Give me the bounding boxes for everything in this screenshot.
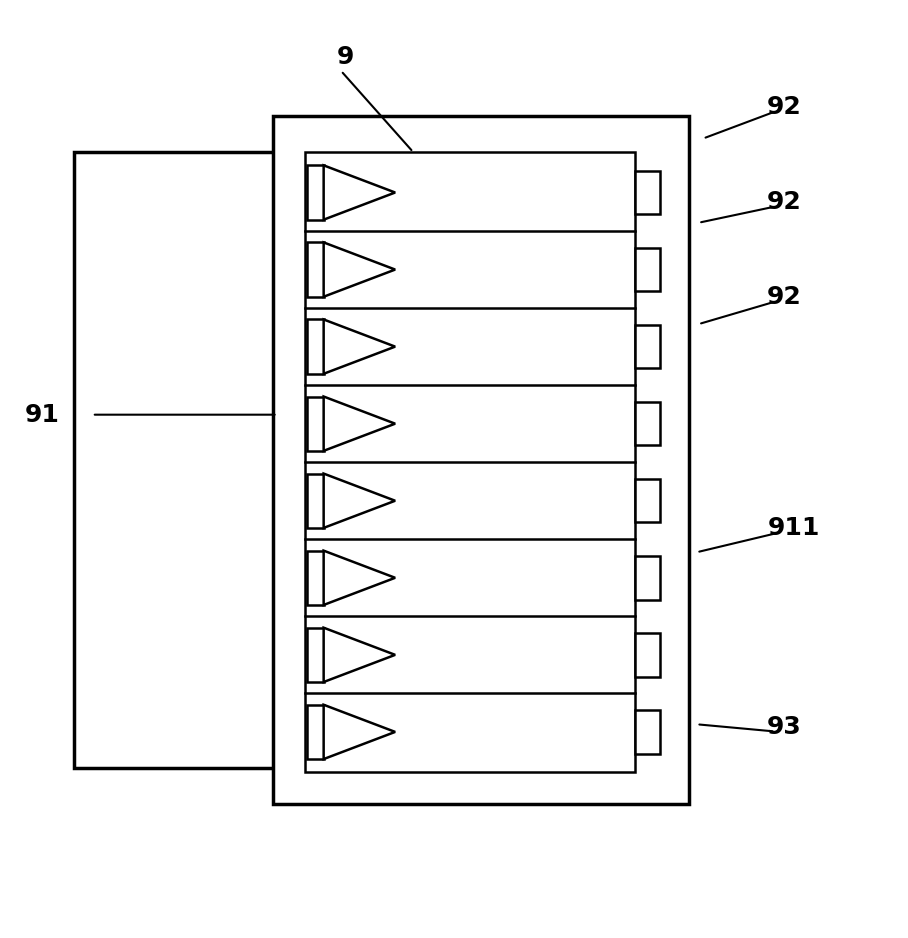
Bar	[307, 628, 323, 682]
Polygon shape	[323, 474, 395, 528]
Bar	[635, 248, 660, 292]
Polygon shape	[323, 320, 395, 373]
Polygon shape	[323, 704, 395, 759]
Bar	[635, 325, 660, 369]
Bar	[307, 242, 323, 296]
Bar	[307, 397, 323, 451]
Bar	[635, 402, 660, 446]
Bar	[635, 633, 660, 676]
Polygon shape	[323, 165, 395, 219]
Text: 92: 92	[767, 190, 802, 214]
Text: 92: 92	[767, 285, 802, 309]
Text: 9: 9	[337, 45, 354, 69]
Bar	[307, 474, 323, 528]
Polygon shape	[323, 551, 395, 605]
Bar	[635, 479, 660, 522]
Text: 93: 93	[767, 715, 802, 739]
Bar	[307, 551, 323, 605]
Bar	[273, 116, 689, 804]
Bar	[307, 320, 323, 373]
Bar	[307, 165, 323, 219]
Bar	[305, 152, 635, 772]
Text: 911: 911	[767, 516, 820, 540]
Bar	[74, 152, 345, 767]
Polygon shape	[323, 628, 395, 682]
Bar	[635, 171, 660, 214]
Bar	[635, 710, 660, 753]
Polygon shape	[323, 242, 395, 296]
Bar	[635, 556, 660, 599]
Text: 92: 92	[767, 95, 802, 119]
Text: 91: 91	[25, 402, 60, 427]
Polygon shape	[323, 397, 395, 451]
Bar	[307, 704, 323, 759]
